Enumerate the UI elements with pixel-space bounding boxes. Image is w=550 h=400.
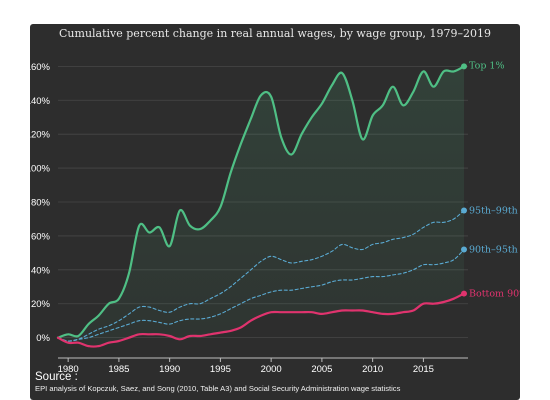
- source-block: Source : EPI analysis of Kopczuk, Saez, …: [35, 370, 515, 394]
- x-tick-label: 1990: [159, 364, 180, 375]
- y-tick-label: 20%: [31, 299, 51, 310]
- x-tick-label: 1995: [210, 364, 231, 375]
- chart-title: Cumulative percent change in real annual…: [59, 27, 491, 40]
- x-tick-label: 1985: [108, 364, 129, 375]
- x-tick-label: 2000: [261, 364, 282, 375]
- series-label-1: 95th–99th: [469, 205, 518, 216]
- chart: Cumulative percent change in real annual…: [30, 27, 520, 375]
- source-title: Source :: [35, 371, 78, 383]
- y-tick-label: 100%: [30, 164, 51, 175]
- y-tick-label: 120%: [30, 130, 51, 141]
- series-line-1: [57, 209, 465, 342]
- y-tick-label: 0%: [36, 333, 50, 344]
- y-tick-label: 60%: [31, 231, 51, 242]
- series-line-2: [57, 248, 465, 342]
- series-end-point-1: [461, 207, 467, 214]
- series-label-3: Bottom 90%: [469, 289, 520, 300]
- y-tick-label: 40%: [31, 265, 51, 276]
- range-band: [58, 66, 464, 347]
- series-end-point-3: [461, 290, 467, 297]
- series-label-0: Top 1%: [469, 60, 505, 71]
- x-tick-label: 1980: [58, 364, 79, 375]
- x-tick-label: 2005: [311, 364, 332, 375]
- y-tick-label: 140%: [30, 96, 51, 107]
- y-tick-label: 80%: [31, 198, 51, 209]
- series-label-2: 90th–95th: [469, 244, 518, 255]
- series-line-3: [56, 292, 466, 348]
- series-line-0: [56, 65, 466, 339]
- series-end-point-0: [461, 63, 467, 70]
- chart-card: Cumulative percent change in real annual…: [30, 24, 520, 400]
- source-text: EPI analysis of Kopczuk, Saez, and Song …: [35, 384, 401, 393]
- y-tick-label: 160%: [30, 62, 51, 73]
- x-tick-label: 2015: [413, 364, 434, 375]
- x-tick-label: 2010: [362, 364, 383, 375]
- series-end-point-2: [461, 246, 467, 253]
